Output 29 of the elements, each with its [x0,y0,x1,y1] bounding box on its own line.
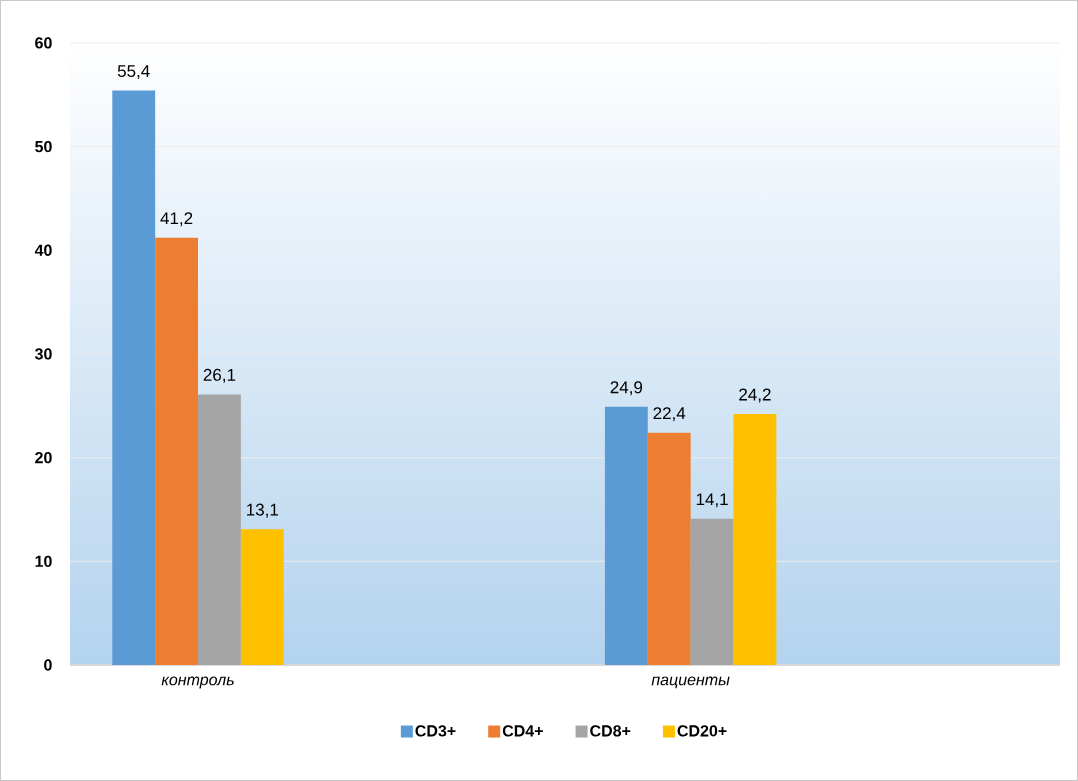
y-tick-label: 60 [35,37,52,49]
data-label: 41,2 [160,212,193,227]
bar [733,414,777,666]
bar [690,518,734,666]
y-tick-label: 10 [35,555,52,568]
y-tick-label: 0 [44,659,52,671]
y-tick-label: 30 [34,348,52,360]
y-tick-label: 50 [35,140,52,153]
data-label: 13,1 [247,503,279,518]
data-label: 55,4 [117,65,150,80]
y-tick-label: 20 [35,452,52,464]
data-label: 26,1 [203,368,236,383]
bar [155,237,198,666]
legend-label: CD20+ [677,725,727,737]
bar [112,90,156,666]
legend-label: CD3+ [415,725,456,737]
bar [240,529,284,666]
y-tick-label: 40 [34,244,52,256]
bar [604,406,648,666]
data-label: 24,2 [739,388,771,403]
data-label: 24,9 [610,381,643,396]
x-tick-label: пациенты [651,676,730,689]
data-label: 14,1 [696,493,728,508]
data-label: 22,4 [653,407,686,422]
x-tick-label: контроль [161,676,234,689]
legend-label: CD4+ [502,725,543,737]
bar [647,432,691,666]
legend-label: CD8+ [590,725,631,737]
bar [198,394,241,666]
